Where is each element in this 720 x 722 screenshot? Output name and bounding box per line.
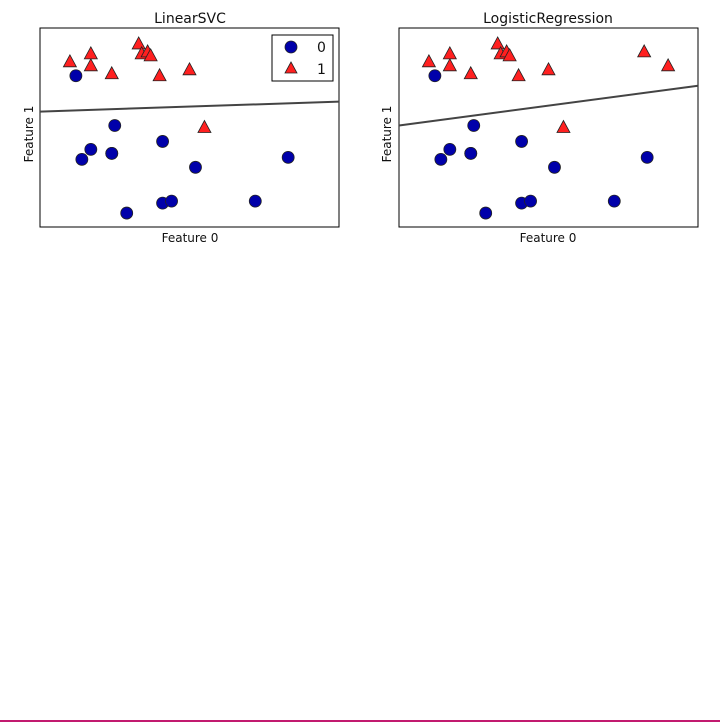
data-point-class-1 — [463, 65, 478, 80]
legend-circle-icon — [284, 40, 298, 54]
data-point-class-1 — [62, 53, 78, 68]
data-point-class-0 — [607, 194, 621, 208]
data-point-class-0 — [467, 119, 481, 132]
page-bottom-rule — [0, 720, 720, 722]
legend-frame — [271, 34, 334, 82]
data-point-class-1 — [421, 53, 437, 68]
data-point-class-1 — [442, 57, 458, 72]
x-axis-label: Feature 0 — [520, 231, 577, 245]
data-point-class-1 — [104, 65, 119, 80]
data-point-class-0 — [248, 194, 262, 208]
decision-boundary-line — [39, 100, 340, 113]
data-point-class-1 — [541, 61, 556, 76]
data-point-class-1 — [660, 57, 676, 72]
data-point-class-0 — [165, 194, 178, 208]
data-point-class-1 — [152, 67, 167, 82]
series-1-points — [62, 36, 212, 133]
chart-title: LogisticRegression — [483, 11, 613, 27]
data-point-class-1 — [511, 67, 526, 82]
data-point-class-1 — [182, 61, 197, 76]
data-point-class-0 — [443, 142, 457, 156]
series-0-points — [69, 69, 295, 220]
data-point-class-0 — [524, 194, 537, 208]
data-point-class-1 — [83, 57, 99, 72]
data-point-class-0 — [75, 152, 89, 166]
legend-triangle-icon — [284, 61, 298, 74]
data-point-class-1 — [556, 119, 571, 133]
chart-logisticregression: LogisticRegression Feature 0 Feature 1 — [380, 11, 699, 245]
x-axis-label: Feature 0 — [162, 231, 219, 245]
data-point-class-0 — [515, 135, 528, 148]
data-point-class-0 — [479, 206, 493, 220]
decision-boundary-layer — [398, 84, 699, 127]
data-point-class-0 — [281, 150, 295, 164]
decision-boundary-line — [398, 84, 699, 127]
legend: 0 1 — [271, 34, 334, 82]
data-point-class-0 — [105, 146, 119, 160]
data-point-class-1 — [143, 48, 158, 62]
data-point-class-1 — [502, 48, 517, 62]
data-point-class-1 — [131, 36, 146, 50]
decision-boundary-layer — [39, 100, 340, 113]
series-0-points — [428, 69, 654, 220]
data-point-class-0 — [84, 142, 98, 156]
legend-label-0: 0 — [317, 40, 326, 56]
data-point-class-1 — [490, 36, 505, 50]
data-point-class-0 — [108, 119, 122, 132]
data-point-class-1 — [83, 46, 99, 60]
data-point-class-1 — [637, 44, 652, 58]
data-point-class-0 — [156, 135, 169, 148]
data-point-class-1 — [197, 119, 212, 133]
data-point-class-0 — [428, 69, 442, 83]
legend-label-1: 1 — [317, 62, 326, 78]
data-point-class-0 — [69, 69, 83, 83]
data-point-class-0 — [640, 150, 654, 164]
y-axis-label: Feature 1 — [380, 106, 394, 163]
chart-linearsvc: LinearSVC Feature 0 Feature 1 0 1 — [22, 11, 340, 245]
data-point-class-0 — [434, 152, 448, 166]
data-point-class-0 — [464, 146, 478, 160]
series-1-points — [421, 36, 676, 133]
data-point-class-0 — [120, 206, 134, 220]
data-point-class-0 — [189, 160, 202, 174]
chart-title: LinearSVC — [154, 11, 226, 27]
data-point-class-1 — [442, 46, 458, 60]
data-point-class-0 — [548, 160, 561, 174]
y-axis-label: Feature 1 — [22, 106, 36, 163]
